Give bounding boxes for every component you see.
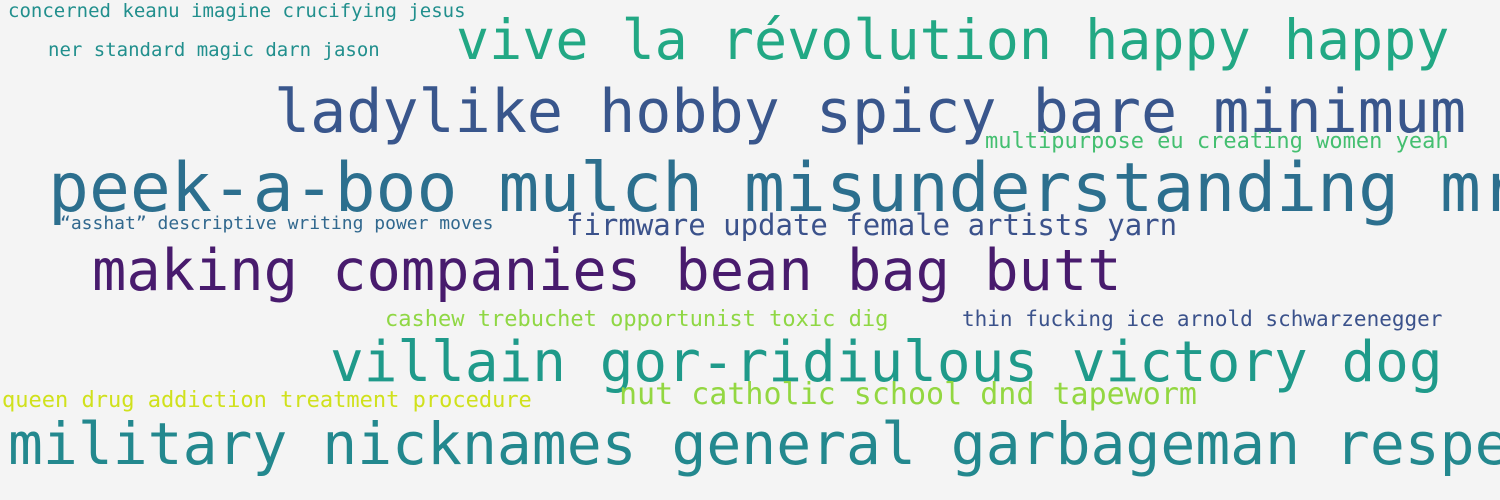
- phrase-military-nicknames: military nicknames general garbageman re…: [8, 410, 1500, 478]
- phrase-thin-ice: thin fucking ice arnold schwarzenegger: [962, 307, 1443, 331]
- phrase-queen-drug: queen drug addiction treatment procedure: [2, 388, 532, 413]
- phrase-firmware-update: firmware update female artists yarn: [566, 208, 1178, 242]
- phrase-ner-standard: ner standard magic darn jason: [48, 39, 380, 61]
- phrase-peek-a-boo: peek-a-boo mulch misunderstanding mr: [48, 149, 1500, 228]
- phrase-nut-catholic: nut catholic school dnd tapeworm: [619, 377, 1197, 412]
- phrase-multipurpose-eu: multipurpose eu creating women yeah: [985, 129, 1449, 154]
- phrase-villain: villain gor-ridiulous victory dog: [330, 330, 1443, 395]
- phrase-concerned-keanu: concerned keanu imagine crucifying jesus: [8, 0, 466, 22]
- phrase-making-companies: making companies bean bag butt: [92, 238, 1122, 304]
- phrase-cashew-trebuchet: cashew trebuchet opportunist toxic dig: [385, 307, 889, 332]
- phrase-asshat: “asshat” descriptive writing power moves: [60, 213, 494, 234]
- phrase-vive-la-revolution: vive la révolution happy happy: [456, 8, 1450, 72]
- phrase-ladylike-hobby: ladylike hobby spicy bare minimum: [274, 77, 1467, 147]
